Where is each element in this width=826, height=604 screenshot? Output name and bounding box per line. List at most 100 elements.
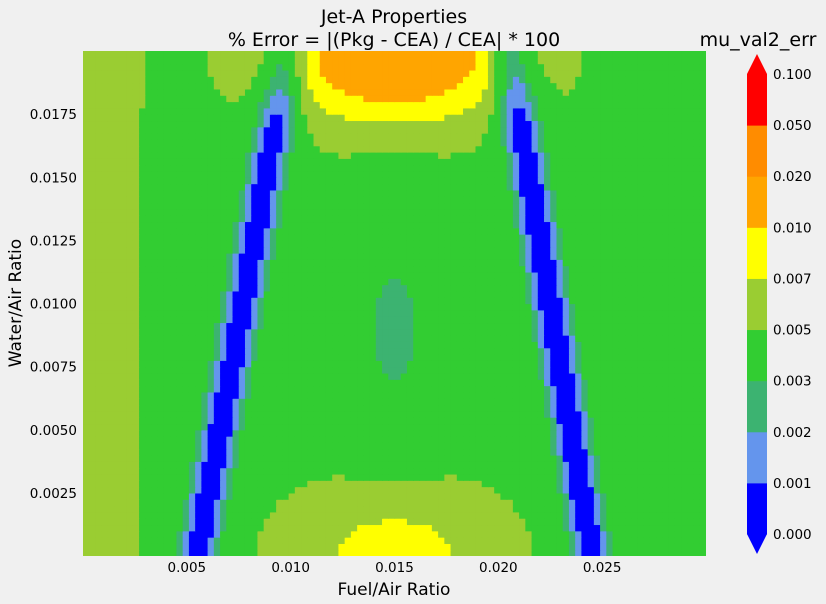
contour-cell bbox=[232, 423, 240, 431]
contour-cell bbox=[406, 518, 414, 526]
contour-cell bbox=[537, 354, 545, 361]
contour-cell bbox=[157, 240, 165, 248]
contour-cell bbox=[288, 335, 296, 342]
contour-cell bbox=[132, 253, 140, 260]
contour-cell bbox=[631, 259, 639, 267]
contour-cell bbox=[238, 549, 246, 556]
contour-cell bbox=[463, 404, 470, 412]
contour-cell bbox=[656, 278, 663, 286]
contour-cell bbox=[207, 461, 215, 469]
contour-cell bbox=[163, 322, 171, 330]
contour-cell bbox=[631, 436, 639, 443]
contour-cell bbox=[319, 297, 327, 305]
contour-cell bbox=[581, 391, 589, 399]
contour-cell bbox=[419, 335, 427, 342]
contour-cell bbox=[519, 473, 526, 481]
contour-cell bbox=[662, 455, 670, 462]
contour-cell bbox=[450, 492, 458, 500]
contour-cell bbox=[307, 271, 315, 279]
contour-cell bbox=[406, 379, 414, 387]
contour-cell bbox=[107, 290, 115, 298]
contour-cell bbox=[114, 354, 121, 361]
contour-cell bbox=[132, 398, 140, 406]
contour-cell bbox=[213, 328, 221, 336]
contour-cell bbox=[643, 473, 651, 481]
contour-cell bbox=[544, 518, 551, 526]
contour-cell bbox=[600, 543, 607, 551]
contour-cell bbox=[406, 423, 414, 431]
contour-cell bbox=[89, 354, 97, 361]
contour-cell bbox=[456, 398, 464, 406]
contour-cell bbox=[606, 499, 614, 507]
contour-cell bbox=[699, 473, 706, 481]
contour-cell bbox=[207, 505, 215, 513]
contour-cell bbox=[344, 480, 352, 488]
contour-cell bbox=[699, 354, 706, 361]
contour-cell bbox=[419, 372, 427, 380]
contour-cell bbox=[456, 341, 464, 349]
contour-cell bbox=[612, 271, 620, 279]
contour-cell bbox=[132, 335, 140, 342]
contour-cell bbox=[537, 398, 545, 406]
contour-cell bbox=[288, 499, 296, 507]
contour-cell bbox=[126, 341, 134, 349]
contour-cell bbox=[83, 309, 90, 317]
contour-cell bbox=[89, 398, 97, 406]
contour-cell bbox=[444, 473, 452, 481]
contour-cell bbox=[438, 347, 445, 355]
contour-cell bbox=[375, 543, 383, 551]
contour-cell bbox=[600, 417, 607, 425]
contour-cell bbox=[207, 543, 215, 551]
contour-cell bbox=[475, 423, 483, 431]
contour-cell bbox=[139, 335, 146, 342]
contour-cell bbox=[531, 436, 539, 443]
contour-cell bbox=[244, 385, 252, 393]
contour-cell bbox=[276, 290, 283, 298]
contour-cell bbox=[438, 480, 445, 488]
contour-cell bbox=[450, 511, 458, 519]
contour-cell bbox=[83, 322, 90, 330]
contour-cell bbox=[238, 537, 246, 544]
contour-cell bbox=[562, 499, 570, 507]
contour-cell bbox=[562, 398, 570, 406]
contour-cell bbox=[294, 499, 302, 507]
contour-cell bbox=[276, 265, 283, 273]
contour-cell bbox=[500, 398, 508, 406]
contour-cell bbox=[83, 259, 90, 267]
contour-cell bbox=[668, 537, 676, 544]
contour-cell bbox=[593, 492, 601, 500]
contour-cell bbox=[388, 467, 396, 475]
contour-cell bbox=[288, 360, 296, 368]
contour-cell bbox=[469, 391, 477, 399]
contour-cell bbox=[157, 410, 165, 418]
contour-cell bbox=[606, 448, 614, 456]
contour-cell bbox=[494, 297, 502, 305]
contour-cell bbox=[562, 524, 570, 532]
contour-cell bbox=[307, 259, 315, 267]
contour-cell bbox=[643, 259, 651, 267]
contour-cell bbox=[319, 537, 327, 544]
contour-cell bbox=[332, 505, 340, 513]
contour-cell bbox=[581, 366, 589, 374]
contour-cell bbox=[151, 290, 159, 298]
contour-cell bbox=[668, 379, 676, 387]
contour-cell bbox=[170, 372, 178, 380]
contour-cell bbox=[89, 543, 97, 551]
contour-cell bbox=[593, 423, 601, 431]
contour-cell bbox=[693, 480, 701, 488]
contour-cell bbox=[531, 341, 539, 349]
contour-cell bbox=[375, 537, 383, 544]
contour-cell bbox=[699, 549, 706, 556]
contour-cell bbox=[600, 455, 607, 462]
contour-cell bbox=[188, 480, 196, 488]
contour-cell bbox=[375, 410, 383, 418]
contour-cell bbox=[145, 372, 153, 380]
contour-cell bbox=[562, 347, 570, 355]
contour-cell bbox=[282, 473, 290, 481]
contour-cell bbox=[593, 259, 601, 267]
contour-cell bbox=[668, 259, 676, 267]
contour-cell bbox=[182, 341, 190, 349]
contour-cell bbox=[550, 391, 558, 399]
contour-cell bbox=[188, 347, 196, 355]
contour-cell bbox=[288, 322, 296, 330]
